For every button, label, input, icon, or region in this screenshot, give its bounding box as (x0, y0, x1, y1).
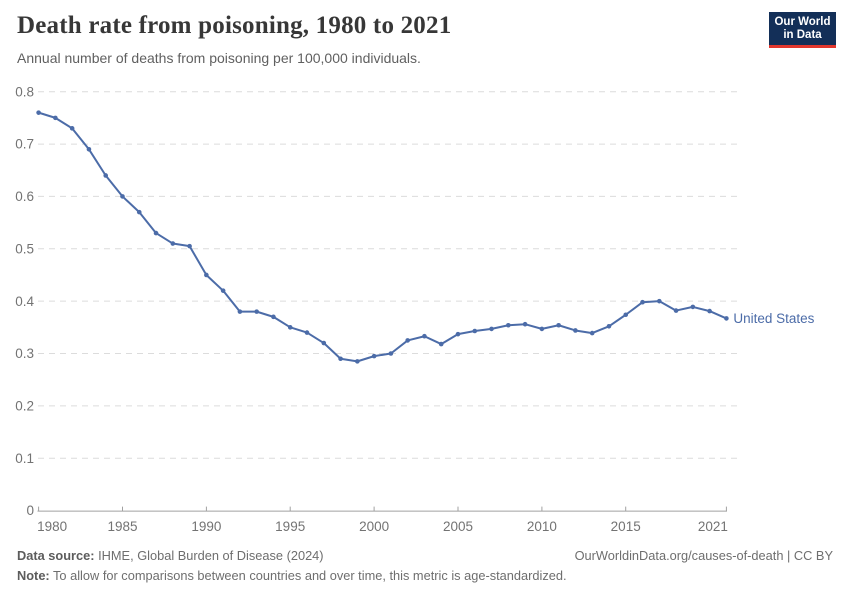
data-point (220, 288, 226, 293)
x-tick-label: 1995 (275, 519, 305, 534)
data-point (640, 299, 645, 305)
citation-link[interactable]: OurWorldinData.org/causes-of-death | CC … (574, 548, 833, 563)
y-tick-label: 0.4 (15, 294, 34, 309)
x-tick-label: 1980 (37, 519, 67, 534)
y-tick-label: 0 (26, 503, 34, 518)
line-chart-area[interactable]: 0 0.1 0.2 0.3 0.4 0.5 0.6 0.7 0.8 1980 1985 1990 199… (0, 0, 850, 545)
note-line: Note: To allow for comparisons between c… (17, 566, 833, 586)
data-point (254, 309, 259, 314)
data-point (187, 243, 192, 249)
data-point (304, 330, 310, 335)
data-point (489, 326, 494, 332)
x-tick-label: 2021 (698, 519, 728, 534)
data-point (707, 308, 712, 314)
data-point (438, 341, 444, 347)
chart-subtitle: Annual number of deaths from poisoning p… (17, 49, 421, 66)
data-point (673, 308, 679, 313)
data-point (405, 338, 410, 343)
data-point (120, 194, 125, 199)
owid-logo-line2: in Data (783, 29, 822, 41)
data-source-line: Data source: IHME, Global Burden of Dise… (17, 546, 833, 566)
chart-footer: Data source: IHME, Global Burden of Dise… (17, 546, 833, 586)
data-point (472, 328, 478, 334)
y-tick-label: 0.7 (15, 137, 34, 152)
data-point (153, 230, 159, 236)
data-source-label: Data source: (17, 548, 95, 563)
note-label: Note: (17, 567, 50, 583)
y-tick-label: 0.1 (15, 451, 34, 466)
data-point (589, 330, 595, 336)
data-point (338, 356, 343, 362)
data-point (53, 115, 58, 121)
data-point (606, 323, 612, 329)
owid-logo-line1: Our World (774, 16, 831, 28)
data-point (422, 333, 427, 339)
data-point (36, 110, 41, 115)
data-point (623, 312, 629, 318)
data-point (724, 316, 729, 321)
x-tick-label: 2000 (359, 519, 389, 534)
data-point (388, 351, 394, 356)
x-tick-label: 1985 (107, 519, 137, 534)
series-end-label[interactable]: United States (733, 311, 814, 326)
y-tick-label: 0.6 (15, 189, 34, 204)
data-point (86, 147, 92, 152)
y-tick-label: 0.3 (15, 346, 34, 361)
y-tick-label: 0.2 (15, 399, 34, 414)
data-point (657, 298, 662, 304)
page-title: Death rate from poisoning, 1980 to 2021 (17, 12, 452, 39)
x-tick-label: 2005 (443, 519, 473, 534)
x-tick-label: 2010 (527, 519, 557, 534)
owid-logo[interactable]: Our World in Data (769, 12, 836, 48)
data-point (103, 173, 108, 178)
chart-header: Death rate from poisoning, 1980 to 2021 … (17, 12, 757, 67)
x-tick-label: 1990 (191, 519, 221, 534)
y-tick-label: 0.5 (15, 241, 34, 256)
x-tick-label: 2015 (611, 519, 641, 534)
data-point (321, 340, 327, 346)
series-line (37, 111, 728, 363)
data-point (506, 322, 511, 328)
data-point (355, 359, 360, 364)
data-point (522, 321, 528, 327)
data-point (539, 326, 545, 332)
data-source-text: IHME, Global Burden of Disease (2024) (94, 548, 324, 563)
data-point (136, 209, 142, 215)
note-text: To allow for comparisons between countri… (49, 567, 567, 583)
data-point (455, 331, 461, 337)
data-point (204, 272, 209, 278)
data-point (69, 126, 75, 131)
data-point (371, 353, 377, 359)
data-point (690, 304, 696, 310)
data-point (287, 325, 293, 330)
data-point (556, 322, 561, 328)
line-chart-svg[interactable]: 0 0.1 0.2 0.3 0.4 0.5 0.6 0.7 0.8 1980 1985 1990 199… (0, 0, 850, 545)
data-point (271, 314, 276, 320)
data-point (573, 328, 578, 333)
data-point (237, 309, 243, 314)
data-point (170, 241, 176, 246)
y-tick-label: 0.8 (15, 84, 34, 99)
